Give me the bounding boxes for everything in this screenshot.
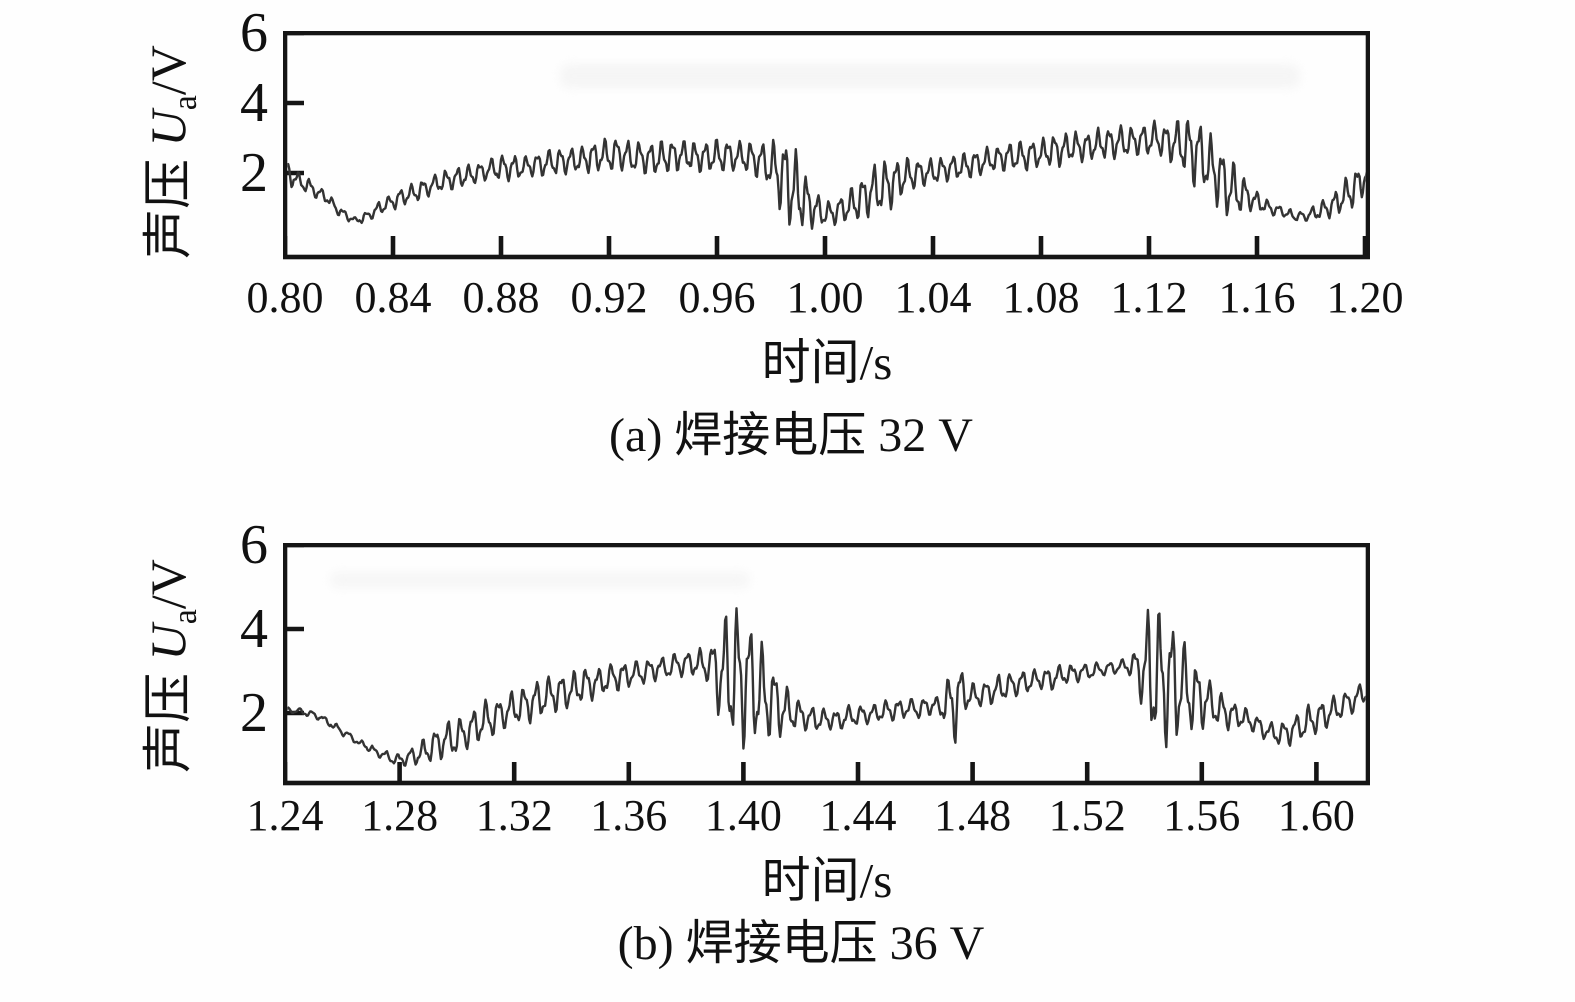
y-tick-label: 6: [240, 2, 268, 64]
y-tick-label: 4: [240, 598, 268, 660]
x-tick-label: 1.36: [590, 791, 668, 840]
y-axis-label-prefix: 声压: [140, 146, 196, 259]
x-tick-label: 1.56: [1163, 791, 1241, 840]
x-tick-label: 1.12: [1110, 273, 1188, 322]
y-tick-label: 2: [240, 142, 268, 204]
x-tick-label: 1.24: [246, 791, 324, 840]
caption-b: (b) 焊接电压 36 V: [617, 917, 985, 970]
x-tick-label: 1.32: [475, 791, 553, 840]
x-tick-label: 0.80: [246, 273, 324, 322]
y-tick-label: 6: [240, 514, 268, 576]
x-tick-label: 1.28: [361, 791, 439, 840]
x-tick-label: 0.84: [354, 273, 432, 322]
x-axis-label-a: 时间/s: [761, 335, 893, 390]
scan-artifact: [560, 64, 1300, 88]
y-axis-label-prefix: 声压: [140, 660, 196, 773]
x-tick-label: 1.40: [704, 791, 782, 840]
x-tick-label: 1.04: [894, 273, 972, 322]
y-axis-symbol: U: [140, 624, 196, 661]
y-tick-label: 2: [240, 682, 268, 744]
caption-a: (a) 焊接电压 32 V: [609, 409, 973, 462]
x-tick-label: 1.44: [819, 791, 897, 840]
x-tick-label: 1.20: [1326, 273, 1404, 322]
y-axis-label: 声压 Ua/V: [140, 559, 204, 773]
x-tick-label: 0.96: [678, 273, 756, 322]
waveform-line: [287, 607, 1366, 767]
scan-artifact: [330, 572, 750, 588]
y-axis-symbol-subscript: a: [167, 95, 204, 111]
x-tick-label: 1.60: [1277, 791, 1355, 840]
x-tick-label: 1.08: [1002, 273, 1080, 322]
x-axis-label-b: 时间/s: [761, 853, 893, 908]
y-tick-label: 4: [240, 72, 268, 134]
x-tick-label: 0.92: [570, 273, 648, 322]
x-tick-label: 1.16: [1218, 273, 1296, 322]
y-axis-symbol-subscript: a: [167, 609, 204, 625]
y-axis-symbol: U: [140, 110, 196, 147]
x-tick-label: 1.48: [934, 791, 1012, 840]
waveform-line: [287, 119, 1366, 230]
x-tick-label: 0.88: [462, 273, 540, 322]
y-axis-label-suffix: /V: [140, 559, 196, 610]
y-axis-label: 声压 Ua/V: [140, 45, 204, 259]
x-tick-label: 1.52: [1048, 791, 1126, 840]
x-tick-label: 1.00: [786, 273, 864, 322]
y-axis-label-suffix: /V: [140, 45, 196, 96]
